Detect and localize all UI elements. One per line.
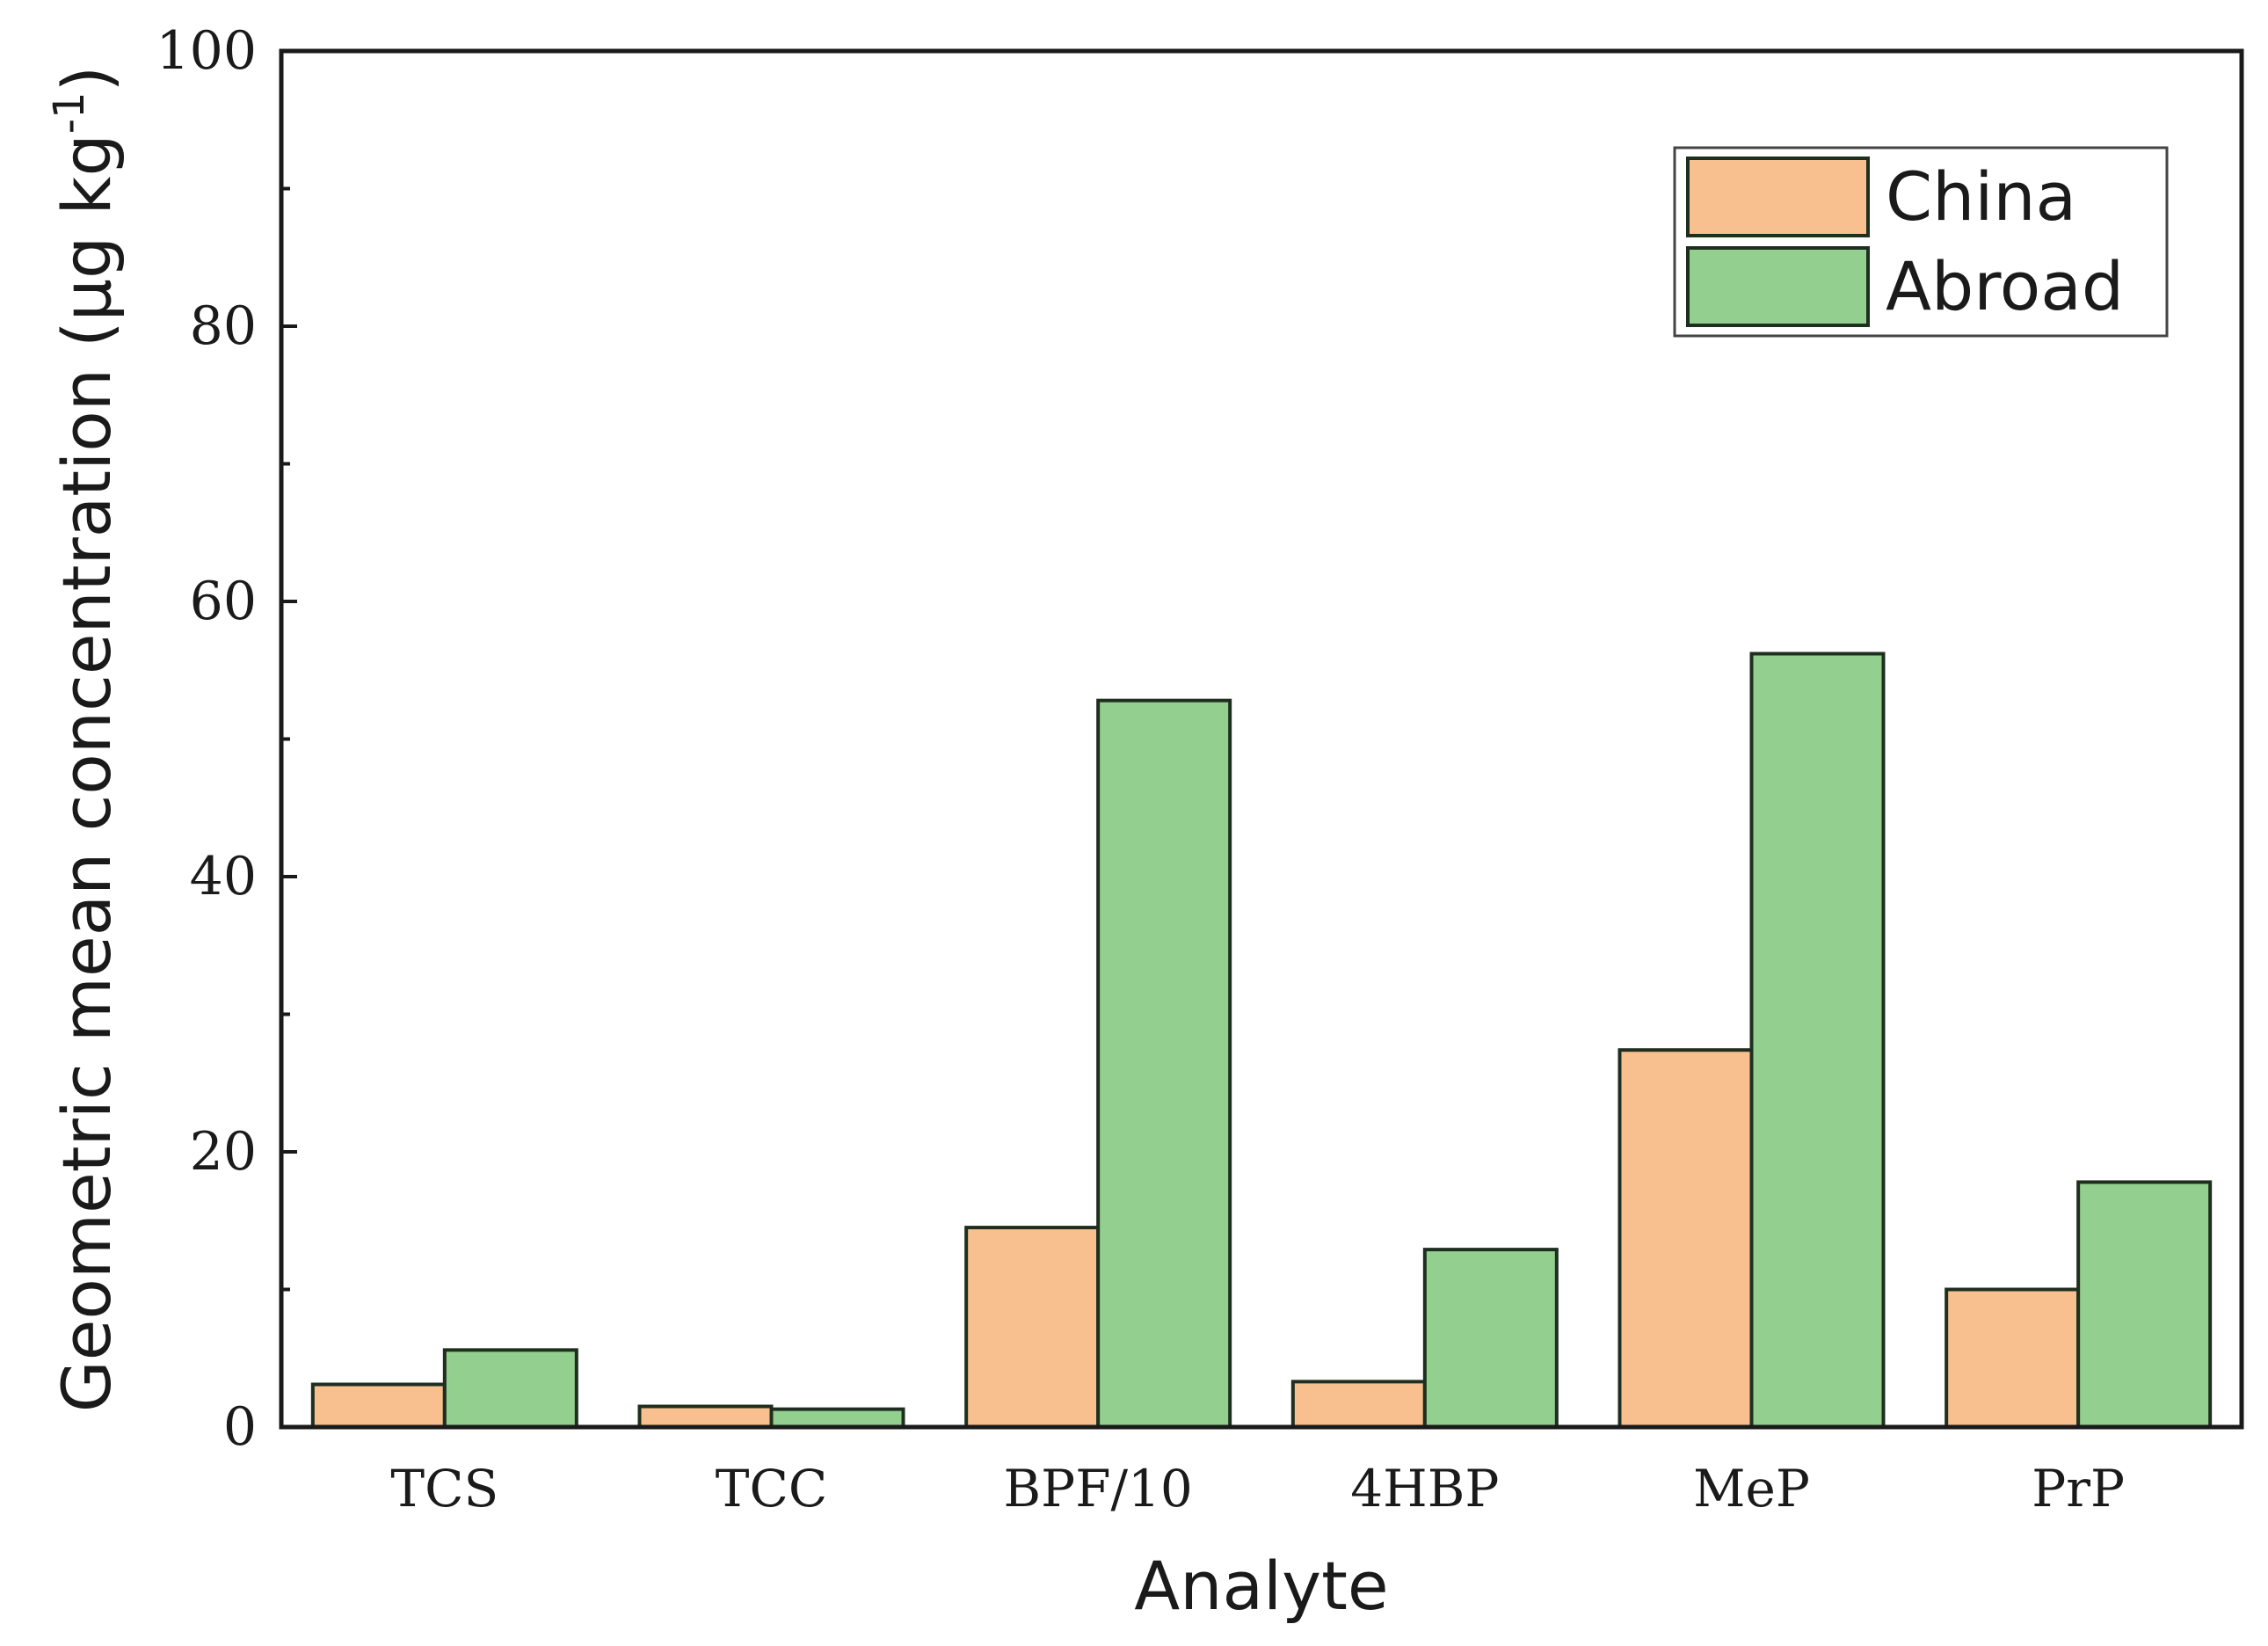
x-tick-label: PrP — [2032, 1459, 2125, 1519]
bar-china-4hbp — [1290, 1380, 1427, 1429]
y-tick-label: 40 — [190, 846, 257, 907]
legend-label-china: China — [1886, 157, 2076, 236]
y-tick-label: 80 — [190, 295, 257, 357]
bar-china-tcs — [310, 1382, 447, 1429]
x-tick-label: TCS — [390, 1459, 498, 1519]
legend: China Abroad — [1673, 146, 2169, 338]
legend-swatch-china — [1686, 157, 1870, 237]
x-tick-label: MeP — [1693, 1459, 1810, 1519]
bar-abroad-4hbp — [1422, 1248, 1559, 1429]
legend-label-abroad: Abroad — [1886, 247, 2124, 325]
axes-layer: TCS TCC BPF/10 4HBP MeP PrP 0 20 40 60 80 100 — [156, 20, 2244, 1519]
x-tick-label: BPF/10 — [1004, 1459, 1193, 1519]
x-tick-label: TCC — [716, 1459, 827, 1519]
y-tick-label: 60 — [190, 571, 257, 632]
y-tick-label: 100 — [156, 20, 257, 82]
y-axis-title-close: ) — [47, 66, 126, 92]
bar-abroad-tcs — [442, 1348, 578, 1429]
bar-china-bpf10 — [964, 1226, 1101, 1429]
bar-abroad-mep — [1749, 652, 1886, 1429]
y-tick-label: 0 — [223, 1396, 257, 1458]
bar-china-prp — [1945, 1287, 2081, 1429]
bar-china-tcc — [637, 1404, 774, 1430]
y-axis-title-superscript: -1 — [45, 91, 94, 134]
bar-abroad-prp — [2076, 1180, 2213, 1430]
y-axis-title-main: Geometric mean concentration (µg kg — [47, 134, 126, 1412]
bar-abroad-tcc — [769, 1407, 905, 1430]
bar-abroad-bpf10 — [1096, 698, 1232, 1429]
y-tick-label: 20 — [190, 1121, 257, 1183]
x-axis-title: Analyte — [1134, 1547, 1388, 1625]
axis-titles: Analyte Geometric mean concentration (µg … — [45, 66, 1389, 1625]
y-axis-title: Geometric mean concentration (µg kg-1) — [45, 66, 126, 1412]
x-tick-label: 4HBP — [1350, 1459, 1499, 1519]
legend-swatch-abroad — [1686, 246, 1870, 327]
bar-china-mep — [1617, 1048, 1754, 1429]
bars-layer — [310, 652, 2213, 1430]
